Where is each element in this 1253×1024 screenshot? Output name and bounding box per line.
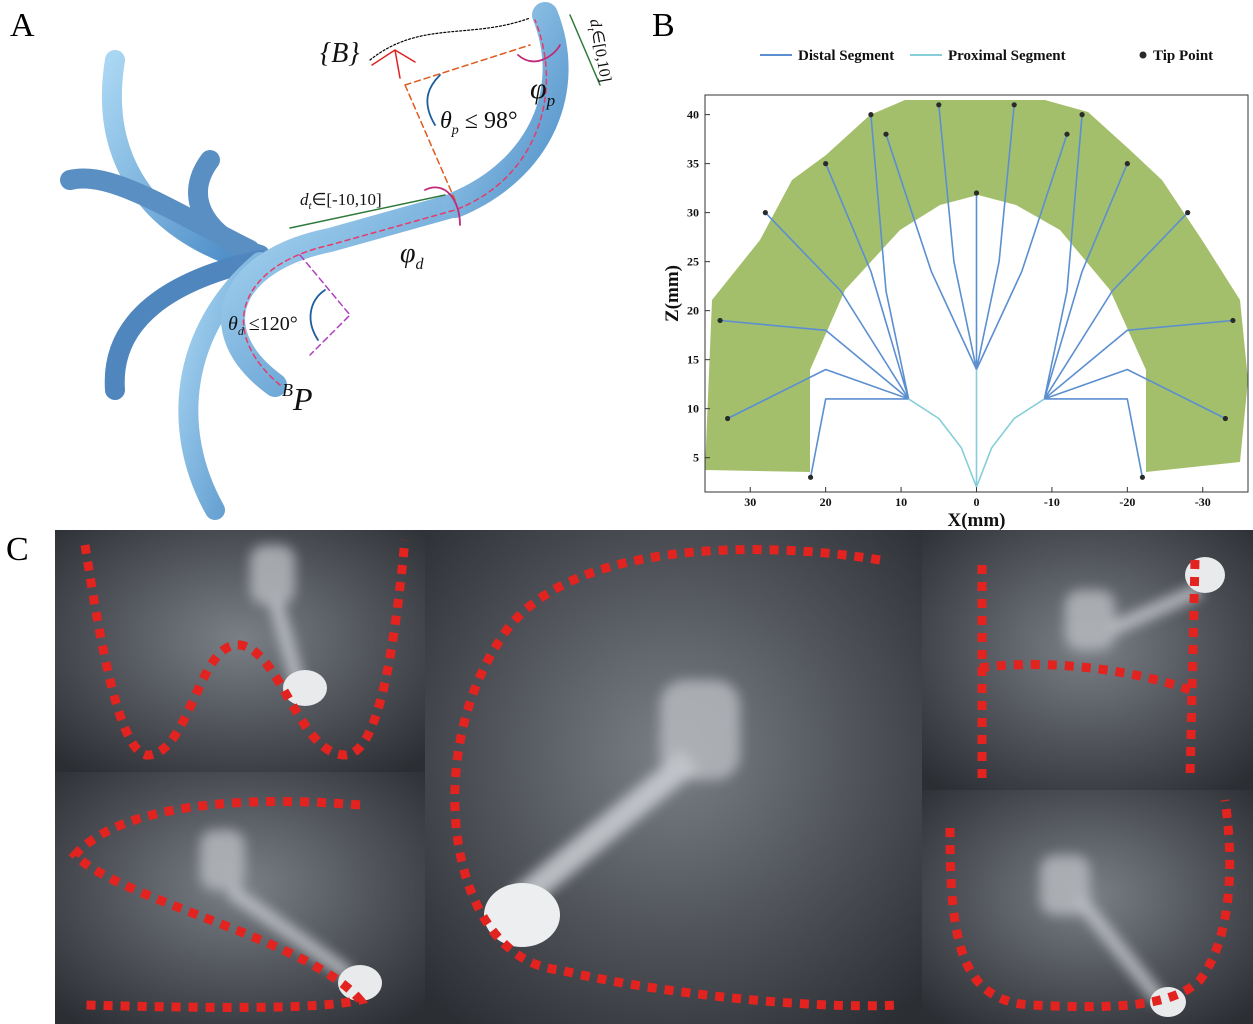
x-tick-label: 10 <box>895 495 907 509</box>
x-tick-label: -10 <box>1044 495 1060 509</box>
panel-label: A <box>10 7 35 44</box>
y-tick-label: 25 <box>687 255 699 269</box>
x-axis-label: X(mm) <box>947 510 1005 531</box>
tip-point <box>974 190 979 195</box>
legend-label: Proximal Segment <box>948 48 1066 64</box>
y-tick-label: 20 <box>687 304 699 318</box>
tip-point <box>1125 161 1130 166</box>
x-tick-label: -20 <box>1119 495 1135 509</box>
annotation: θp ≤ 98° <box>440 108 518 138</box>
panel-label: C <box>6 531 29 568</box>
panel-label: B <box>652 7 675 44</box>
tip-point <box>1223 416 1228 421</box>
tube-illustration <box>70 15 600 510</box>
tip-point <box>717 318 722 323</box>
y-tick-label: 5 <box>693 451 699 465</box>
x-tick-label: 30 <box>744 495 756 509</box>
photo-grid <box>55 530 1253 1024</box>
y-tick-label: 30 <box>687 206 699 220</box>
workspace-chart: 30 20 10 0 -10 -20 -30 5 10 15 20 25 30 35 40 X(mm) Z(mm… <box>662 48 1248 531</box>
tip-point <box>725 416 730 421</box>
annotation: dt∈[0,10] <box>583 18 614 84</box>
y-tick-label: 10 <box>687 402 699 416</box>
annotation: BP <box>282 380 313 417</box>
frame-label: {B} <box>320 38 360 69</box>
legend-marker <box>1140 52 1147 59</box>
y-tick-label: 15 <box>687 353 699 367</box>
legend-label: Tip Point <box>1153 48 1213 64</box>
legend-label: Distal Segment <box>798 48 894 64</box>
tip-point <box>1140 475 1145 480</box>
tip-point <box>808 475 813 480</box>
figure: A B C {B} dt∈[0,10] φp θp ≤ 98° dt∈[-10,… <box>0 0 1253 1024</box>
tip-point <box>823 161 828 166</box>
annotation: dt∈[-10,10] <box>300 190 382 212</box>
tip-point <box>868 112 873 117</box>
tip-point <box>936 102 941 107</box>
tip-point <box>1064 132 1069 137</box>
y-tick-label: 40 <box>687 108 699 122</box>
tip-point <box>1230 318 1235 323</box>
y-axis-label: Z(mm) <box>662 265 683 322</box>
tip-point <box>883 132 888 137</box>
x-tick-label: 20 <box>820 495 832 509</box>
x-tick-label: -30 <box>1195 495 1211 509</box>
tip-point <box>763 210 768 215</box>
x-tick-label: 0 <box>974 495 980 509</box>
y-tick-label: 35 <box>687 157 699 171</box>
tip-point <box>1012 102 1017 107</box>
tip-point <box>1185 210 1190 215</box>
annotation: φd <box>400 238 425 273</box>
tip-point <box>1079 112 1084 117</box>
